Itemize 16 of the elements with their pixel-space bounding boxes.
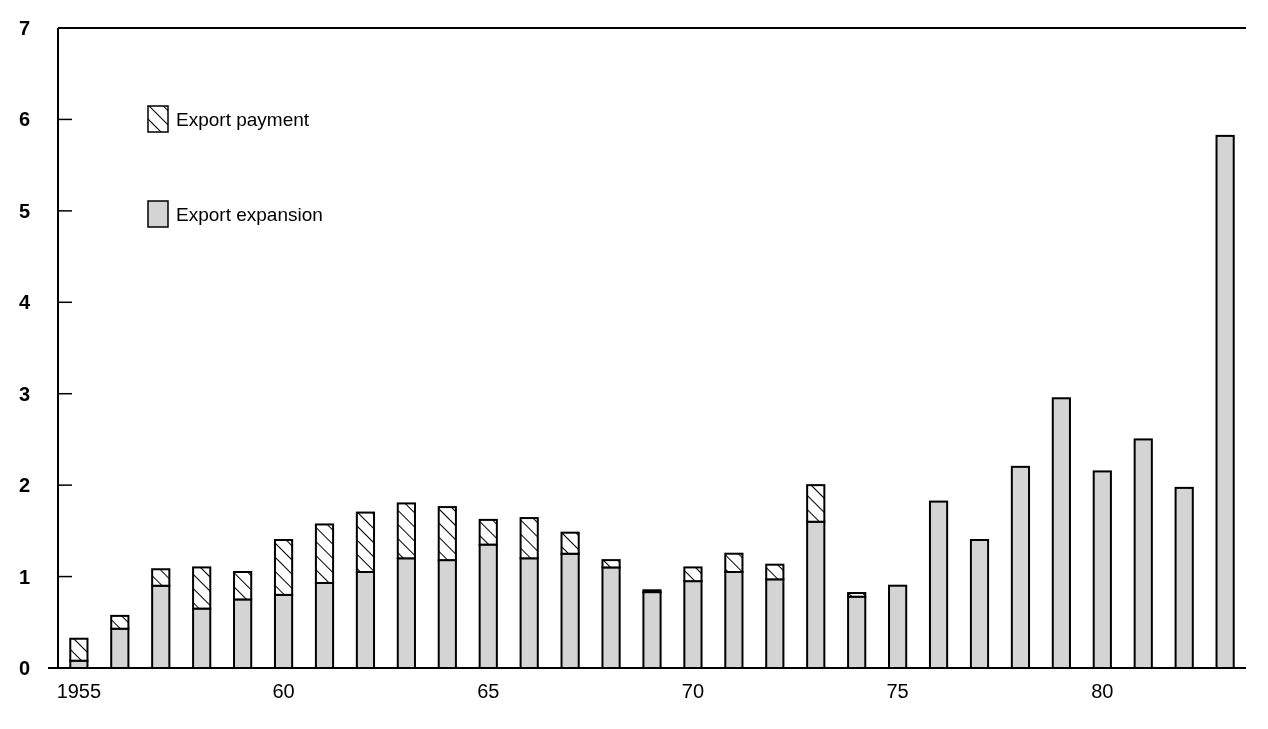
x-tick-label: 75 <box>886 680 909 702</box>
y-tick-label: 1 <box>18 565 30 588</box>
x-tick-label: 65 <box>477 680 500 702</box>
y-tick-label: 4 <box>18 291 31 314</box>
x-tick-label: 70 <box>681 680 705 702</box>
y-tick-label: 5 <box>18 199 30 222</box>
y-tick-label: 7 <box>18 17 30 39</box>
y-tick-label: 3 <box>18 382 30 405</box>
x-tick-label: 80 <box>1091 680 1114 702</box>
x-tick-label: 60 <box>272 680 295 702</box>
y-tick-label: 6 <box>18 108 30 131</box>
x-tick-label: 1955 <box>56 680 102 702</box>
legend-label: Export expansion <box>176 203 323 225</box>
legend-label: Export payment <box>176 108 310 130</box>
y-tick-label: 2 <box>18 474 30 497</box>
y-tick-label: 0 <box>18 657 30 679</box>
